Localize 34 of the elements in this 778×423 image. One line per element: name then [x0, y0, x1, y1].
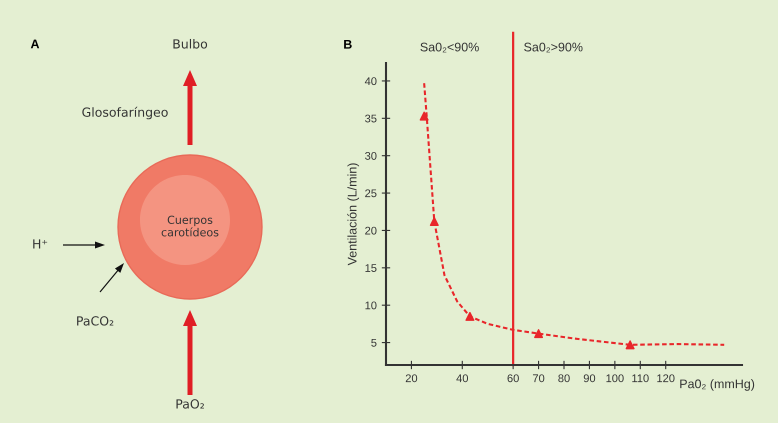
x-tick-label: 80: [558, 374, 570, 382]
y-tick-label: 5: [371, 338, 377, 347]
y-tick-label: 15: [365, 264, 377, 272]
text: PaCO₂: [77, 316, 114, 326]
text: Bulbo: [173, 38, 208, 49]
y-axis-title: Ventilación (L/min): [347, 163, 360, 266]
point: [420, 112, 429, 121]
y-tick-label: 35: [365, 114, 377, 122]
x-tick-label: 100: [606, 374, 624, 382]
y-tick-label: 40: [364, 77, 377, 86]
x-tick-label: 40: [456, 374, 468, 382]
text: Cuerpos carotídeos: [162, 216, 218, 236]
x-tick-label: 70: [532, 374, 544, 382]
text: Sa0₂<90%: [420, 42, 479, 52]
x-tick-label: 60: [508, 374, 519, 382]
x-tick-label: 120: [657, 374, 675, 382]
text: PaO₂: [176, 399, 204, 409]
y-tick-label: 30: [365, 152, 377, 160]
x-axis-title: Pa0₂ (mmHg): [680, 379, 754, 391]
x-tick-label: 90: [584, 374, 596, 382]
x-tick-label: 20: [406, 374, 418, 382]
text: Glosofaríngeo: [82, 106, 168, 120]
point: [626, 340, 635, 350]
text: A: [30, 40, 40, 48]
text: Sa0₂>90%: [524, 42, 583, 52]
x-tick-label: 110: [632, 374, 649, 382]
text: H⁺: [33, 239, 48, 248]
y-tick-label: 10: [365, 301, 377, 310]
y-tick-label: 20: [365, 226, 377, 235]
point: [465, 312, 474, 321]
chart-title: B: [344, 40, 352, 49]
point: [430, 216, 439, 226]
point: [534, 329, 544, 338]
y-tick-label: 25: [365, 189, 377, 198]
